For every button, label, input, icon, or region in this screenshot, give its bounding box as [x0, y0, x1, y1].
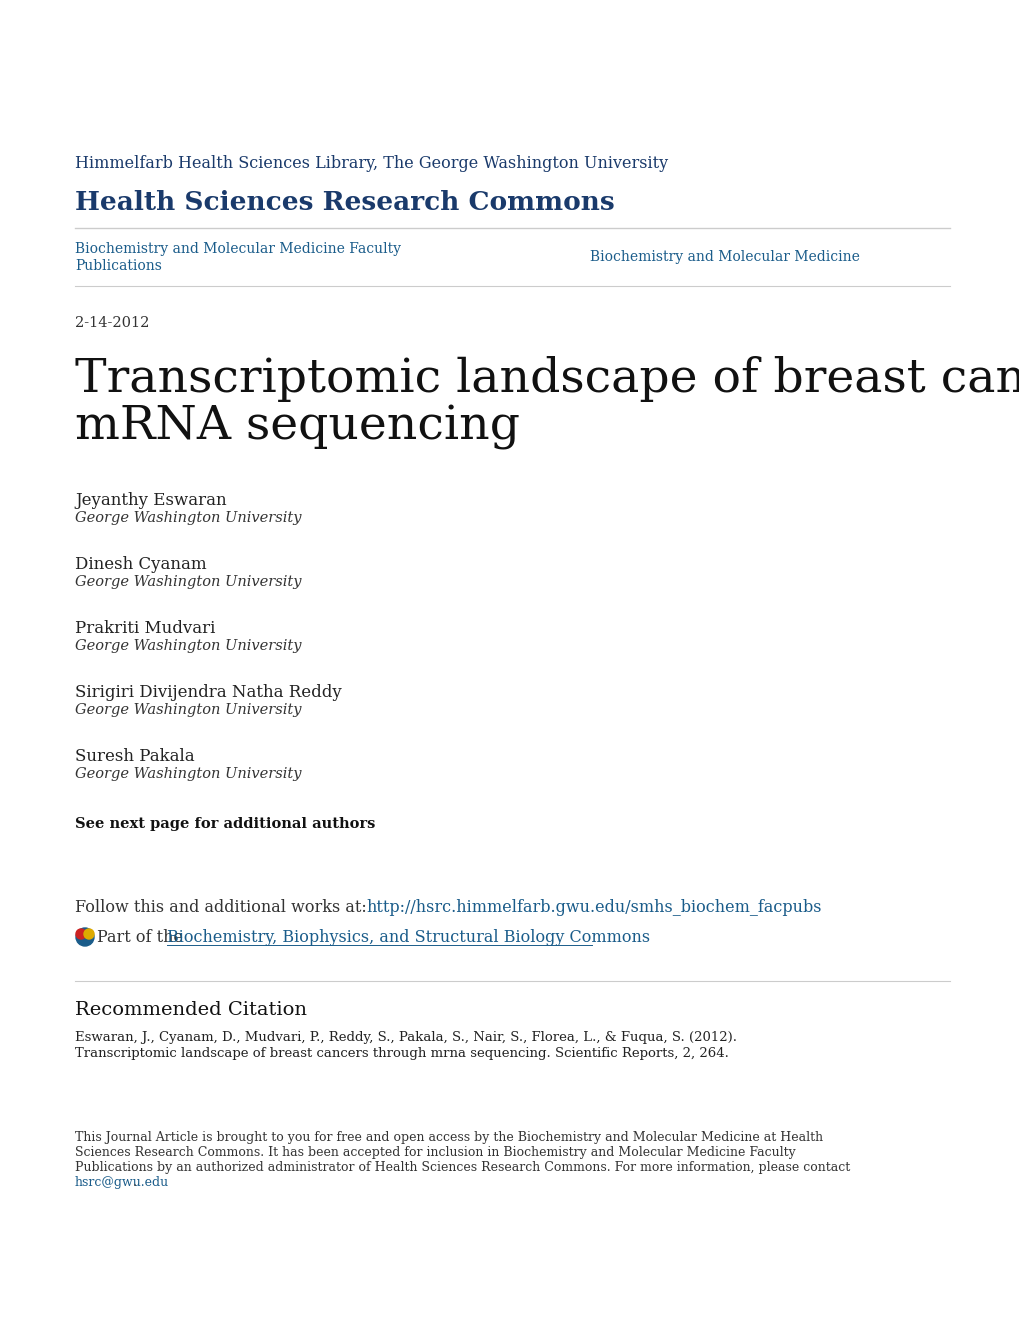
Circle shape — [84, 929, 94, 939]
Text: George Washington University: George Washington University — [75, 639, 302, 653]
Text: Sirigiri Divijendra Natha Reddy: Sirigiri Divijendra Natha Reddy — [75, 684, 341, 701]
Circle shape — [76, 929, 86, 939]
Text: Publications: Publications — [75, 259, 162, 273]
Text: Suresh Pakala: Suresh Pakala — [75, 748, 195, 766]
Text: Dinesh Cyanam: Dinesh Cyanam — [75, 556, 207, 573]
Text: Publications by an authorized administrator of Health Sciences Research Commons.: Publications by an authorized administra… — [75, 1162, 850, 1173]
Text: Eswaran, J., Cyanam, D., Mudvari, P., Reddy, S., Pakala, S., Nair, S., Florea, L: Eswaran, J., Cyanam, D., Mudvari, P., Re… — [75, 1031, 737, 1044]
Text: Follow this and additional works at:: Follow this and additional works at: — [75, 899, 372, 916]
Text: Biochemistry and Molecular Medicine: Biochemistry and Molecular Medicine — [589, 249, 859, 264]
Text: Biochemistry, Biophysics, and Structural Biology Commons: Biochemistry, Biophysics, and Structural… — [167, 929, 649, 946]
Text: George Washington University: George Washington University — [75, 576, 302, 589]
Text: http://hsrc.himmelfarb.gwu.edu/smhs_biochem_facpubs: http://hsrc.himmelfarb.gwu.edu/smhs_bioc… — [366, 899, 820, 916]
Text: George Washington University: George Washington University — [75, 767, 302, 781]
Text: Recommended Citation: Recommended Citation — [75, 1001, 307, 1019]
Text: Part of the: Part of the — [97, 929, 187, 946]
Text: .: . — [133, 1176, 137, 1189]
Text: Sciences Research Commons. It has been accepted for inclusion in Biochemistry an: Sciences Research Commons. It has been a… — [75, 1146, 795, 1159]
Text: Transcriptomic landscape of breast cancers through: Transcriptomic landscape of breast cance… — [75, 355, 1019, 401]
Text: This Journal Article is brought to you for free and open access by the Biochemis: This Journal Article is brought to you f… — [75, 1131, 822, 1144]
Text: Health Sciences Research Commons: Health Sciences Research Commons — [75, 190, 614, 215]
Text: See next page for additional authors: See next page for additional authors — [75, 817, 375, 832]
Text: George Washington University: George Washington University — [75, 511, 302, 525]
Text: Himmelfarb Health Sciences Library, The George Washington University: Himmelfarb Health Sciences Library, The … — [75, 154, 667, 172]
Text: 2-14-2012: 2-14-2012 — [75, 315, 149, 330]
Text: Transcriptomic landscape of breast cancers through mrna sequencing. Scientific R: Transcriptomic landscape of breast cance… — [75, 1047, 729, 1060]
Text: George Washington University: George Washington University — [75, 704, 302, 717]
Text: hsrc@gwu.edu: hsrc@gwu.edu — [75, 1176, 169, 1189]
Text: Biochemistry and Molecular Medicine Faculty: Biochemistry and Molecular Medicine Facu… — [75, 242, 400, 256]
Text: Prakriti Mudvari: Prakriti Mudvari — [75, 620, 215, 638]
Text: mRNA sequencing: mRNA sequencing — [75, 405, 520, 450]
Circle shape — [76, 928, 94, 946]
Text: Jeyanthy Eswaran: Jeyanthy Eswaran — [75, 492, 226, 510]
